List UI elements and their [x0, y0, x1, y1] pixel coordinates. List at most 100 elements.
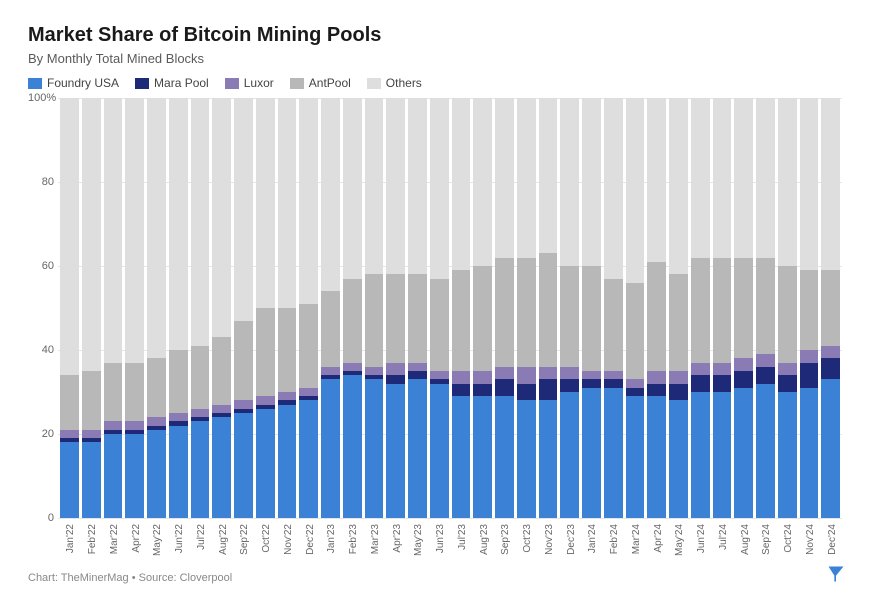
legend-label: Mara Pool: [154, 76, 209, 90]
legend-label: Luxor: [244, 76, 274, 90]
bar-segment: [452, 371, 471, 384]
bar-column: Jan'24: [582, 98, 601, 518]
bar-segment: [604, 379, 623, 387]
bar-segment: [582, 371, 601, 379]
x-axis-label: Sep'24: [761, 524, 772, 555]
x-axis-label: Oct'24: [783, 524, 794, 553]
legend-swatch: [290, 78, 304, 89]
chart-footer: Chart: TheMinerMag • Source: Cloverpool: [28, 564, 846, 584]
bar-segment: [125, 421, 144, 429]
bar-segment: [386, 98, 405, 274]
bar-segment: [343, 279, 362, 363]
x-axis-label: Jun'23: [435, 524, 446, 553]
bar-segment: [582, 388, 601, 518]
bar-segment: [778, 363, 797, 376]
bar-segment: [191, 98, 210, 346]
bar-segment: [147, 98, 166, 358]
legend-swatch: [28, 78, 42, 89]
bar-segment: [691, 98, 710, 258]
legend-item: AntPool: [290, 76, 351, 90]
bar-segment: [604, 388, 623, 518]
bar-segment: [734, 358, 753, 371]
bar-segment: [604, 279, 623, 371]
bar-segment: [734, 98, 753, 258]
legend-item: Foundry USA: [28, 76, 119, 90]
bar-column: May'23: [408, 98, 427, 518]
bar-column: Jun'23: [430, 98, 449, 518]
bar-segment: [756, 354, 775, 367]
bar-column: Jan'23: [321, 98, 340, 518]
bar-segment: [278, 405, 297, 518]
bar-column: Jan'22: [60, 98, 79, 518]
legend-item: Luxor: [225, 76, 274, 90]
bar-column: Dec'22: [299, 98, 318, 518]
bar-segment: [212, 405, 231, 413]
bar-column: Dec'23: [560, 98, 579, 518]
bar-segment: [82, 442, 101, 518]
x-axis-label: Dec'24: [827, 524, 838, 555]
bar-segment: [669, 98, 688, 274]
bar-segment: [147, 358, 166, 417]
legend-label: AntPool: [309, 76, 351, 90]
bar-segment: [669, 400, 688, 518]
bar-segment: [256, 396, 275, 404]
bar-segment: [800, 98, 819, 270]
bar-segment: [626, 396, 645, 518]
bar-column: May'22: [147, 98, 166, 518]
bar-segment: [582, 266, 601, 371]
bar-segment: [626, 283, 645, 380]
bar-segment: [800, 388, 819, 518]
bar-segment: [495, 367, 514, 380]
bar-column: Apr'23: [386, 98, 405, 518]
bar-segment: [756, 258, 775, 355]
bar-segment: [713, 363, 732, 376]
x-axis-label: Jan'23: [326, 524, 337, 553]
bar-segment: [386, 375, 405, 383]
x-axis-label: May'22: [152, 524, 163, 556]
bar-segment: [408, 274, 427, 362]
bar-segment: [191, 421, 210, 518]
bar-segment: [495, 98, 514, 258]
chart-title: Market Share of Bitcoin Mining Pools: [28, 24, 846, 47]
legend-label: Others: [386, 76, 422, 90]
bar-segment: [408, 371, 427, 379]
bar-segment: [430, 384, 449, 518]
bar-segment: [778, 392, 797, 518]
bar-segment: [647, 371, 666, 384]
bar-column: Apr'22: [125, 98, 144, 518]
bar-segment: [125, 363, 144, 422]
bar-column: Oct'23: [517, 98, 536, 518]
bar-column: Jul'22: [191, 98, 210, 518]
bar-segment: [734, 258, 753, 359]
bar-segment: [60, 375, 79, 430]
bar-segment: [560, 379, 579, 392]
bars-container: Jan'22Feb'22Mar'22Apr'22May'22Jun'22Jul'…: [58, 98, 842, 518]
bar-column: Sep'23: [495, 98, 514, 518]
bar-segment: [560, 266, 579, 367]
bar-segment: [691, 392, 710, 518]
bar-segment: [821, 346, 840, 359]
x-axis-label: Sep'23: [500, 524, 511, 555]
bar-segment: [560, 367, 579, 380]
bar-segment: [60, 98, 79, 375]
bar-segment: [560, 98, 579, 266]
bar-segment: [713, 375, 732, 392]
bar-segment: [321, 291, 340, 367]
x-axis-label: Feb'23: [348, 524, 359, 554]
x-axis-label: Jun'22: [174, 524, 185, 553]
x-axis-label: Jul'24: [718, 524, 729, 550]
bar-segment: [713, 392, 732, 518]
bar-segment: [278, 98, 297, 308]
bar-segment: [800, 363, 819, 388]
legend-label: Foundry USA: [47, 76, 119, 90]
bar-segment: [647, 396, 666, 518]
bar-segment: [408, 363, 427, 371]
x-axis-label: Mar'24: [631, 524, 642, 554]
bar-segment: [821, 379, 840, 518]
bar-segment: [430, 371, 449, 379]
x-axis-label: Aug'24: [740, 524, 751, 555]
bar-segment: [582, 379, 601, 387]
x-axis-label: Apr'22: [131, 524, 142, 553]
bar-segment: [669, 274, 688, 371]
bar-segment: [365, 274, 384, 366]
